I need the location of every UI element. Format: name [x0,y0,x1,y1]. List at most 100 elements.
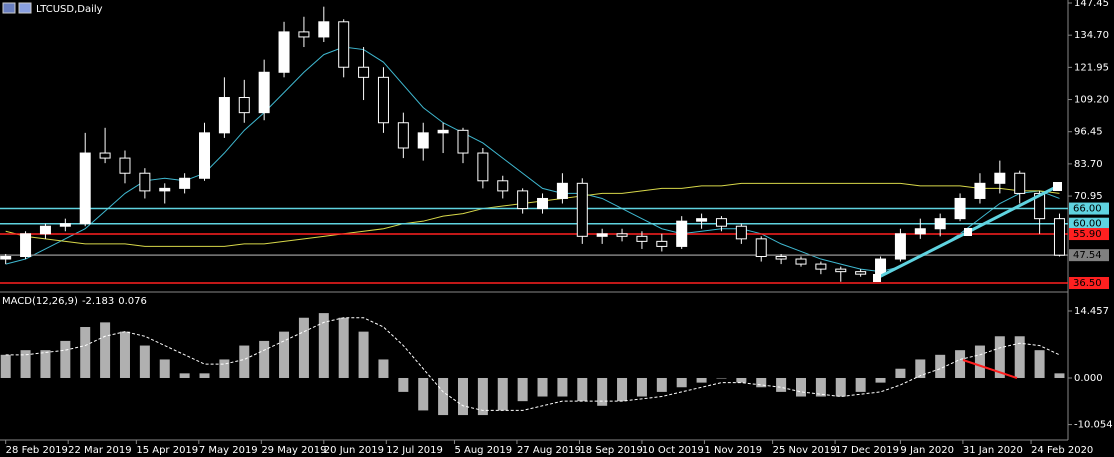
x-tick-label: 9 Jan 2020 [900,445,954,456]
macd-bar [398,377,409,392]
candle-body [974,182,986,199]
macd-bar [577,377,588,402]
candle-body [735,225,747,240]
candle-body [855,271,867,275]
y-tick-label: 0.000 [1074,373,1103,384]
candle-body [437,129,449,134]
macd-bar [835,377,846,397]
x-tick-label: 17 Dec 2019 [835,445,899,456]
macd-bar [935,354,946,378]
candle-body [338,21,350,68]
candle-body [59,223,71,227]
level-box [1069,202,1109,215]
candle-body [676,220,688,247]
candle-body [358,66,370,78]
candle-body [258,71,270,114]
macd-bar [875,377,886,383]
candle-body [994,172,1006,184]
macd-bar [497,377,508,411]
macd-title: MACD(12,26,9) [2,296,78,307]
macd-bar [378,359,389,378]
macd-bar [656,377,667,392]
level-label: 55.90 [1073,229,1102,240]
macd-bar [298,317,309,378]
candle-body [894,233,906,260]
candle-body [596,233,608,237]
macd-bar [617,377,628,402]
macd-bar [0,354,11,378]
macd-bar [915,359,926,378]
candle-body [775,256,787,260]
candle-body [298,31,310,38]
candle-body [517,190,529,210]
candle-body [656,240,668,247]
macd-bar [517,377,528,402]
macd-bar [80,327,91,378]
candle-body [477,152,489,182]
candle-body [497,180,509,192]
macd-bar [358,331,369,378]
candle-body [914,228,926,235]
candle-body [20,233,32,258]
level-box [1069,217,1109,230]
macd-bar [1054,373,1065,378]
candle-body [556,182,568,199]
divergence-line [962,359,1018,379]
macd-bar [338,317,349,378]
y-tick-label: 96.45 [1074,127,1103,138]
candle-body [934,218,946,230]
x-tick-label: 24 Feb 2020 [1031,445,1093,456]
candle-body [179,177,191,189]
macd-bar [636,377,647,397]
candle-body [1034,192,1046,220]
macd-bar [815,377,826,397]
macd-bar [60,340,71,378]
candle-body [1014,172,1026,194]
macd-bar [438,377,449,416]
candle-body [835,268,847,273]
macd-bar [974,345,985,378]
candle-body [715,218,727,227]
macd-bar [100,322,111,378]
macd-bar [696,377,707,383]
macd-bar [318,313,329,378]
macd-bar [139,345,150,378]
macd-bar [40,350,51,378]
candle-body [278,31,290,73]
x-tick-label: 5 Aug 2019 [454,445,512,456]
y-tick-label: 14.457 [1074,306,1109,317]
x-tick-label: 15 Apr 2019 [136,445,198,456]
macd-bar [557,377,568,397]
level-label: 36.50 [1073,278,1102,289]
candle-body [636,235,648,242]
trend-anchor [873,274,881,282]
trend-anchor [1053,182,1062,191]
candle-body [417,132,429,149]
candle-body [99,152,111,159]
y-tick-label: 109.20 [1074,95,1109,106]
macd-bar [418,377,429,411]
macd-bar [179,373,190,378]
x-tick-label: 10 Oct 2019 [642,445,704,456]
candle-body [616,233,628,237]
level-label: 47.54 [1073,250,1102,261]
candle-body [218,97,230,134]
x-tick-label: 31 Jan 2020 [963,445,1023,456]
macd-bar [239,345,250,378]
macd-bar [20,350,31,378]
macd-bar [457,377,468,416]
macd-bar [855,377,866,392]
macd-bar [119,331,130,378]
macd-bar [756,377,767,388]
signal-line [5,317,1060,411]
x-tick-label: 22 Mar 2019 [68,445,131,456]
x-tick-label: 1 Nov 2019 [704,445,762,456]
macd-bar [1014,336,1025,378]
candle-body [696,218,708,222]
candle-body [755,238,767,258]
y-tick-label: 70.95 [1074,191,1103,202]
y-tick-label: 147.45 [1074,0,1109,9]
candle-body [159,187,171,192]
